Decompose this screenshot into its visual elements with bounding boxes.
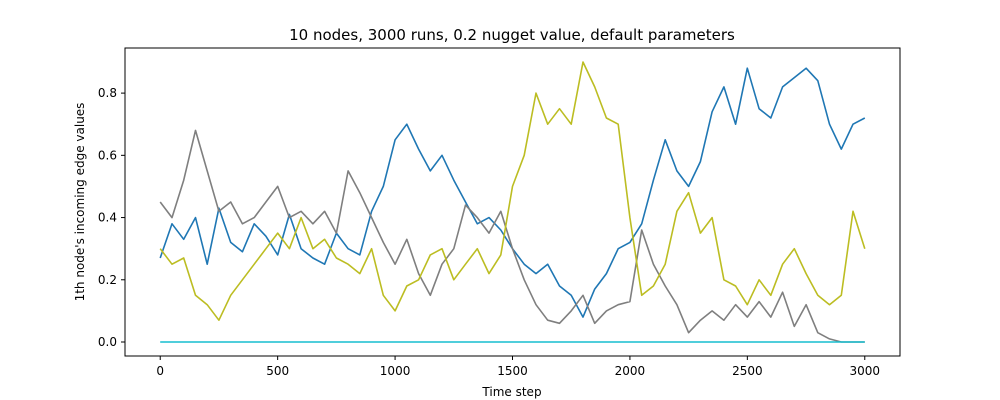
x-axis-title: Time step <box>481 385 541 399</box>
plot-frame <box>124 47 901 357</box>
x-tick-label: 2500 <box>732 364 763 378</box>
axes-layer: 0 500 1000 1500 2000 2500 3000 0.0 0.2 0.4 0.6 0.8 <box>98 86 880 378</box>
y-tick-label: 0.0 <box>98 335 117 349</box>
series-line-3 <box>159 61 866 322</box>
series-line-2 <box>159 129 865 343</box>
series-layer <box>159 61 866 343</box>
x-tick-label: 1500 <box>497 364 528 378</box>
x-tick-label: 500 <box>266 364 289 378</box>
x-tick-label: 3000 <box>849 364 880 378</box>
chart-title: 10 nodes, 3000 runs, 0.2 nugget value, d… <box>289 26 735 44</box>
y-tick-label: 0.8 <box>98 86 117 100</box>
y-tick-label: 0.6 <box>98 148 117 162</box>
x-tick-label: 2000 <box>615 364 646 378</box>
y-tick-label: 0.4 <box>98 211 117 225</box>
x-tick-label: 0 <box>156 364 164 378</box>
y-tick-label: 0.2 <box>98 273 117 287</box>
x-tick-label: 1000 <box>380 364 411 378</box>
y-axis-title: 1th node's incoming edge values <box>73 103 87 302</box>
